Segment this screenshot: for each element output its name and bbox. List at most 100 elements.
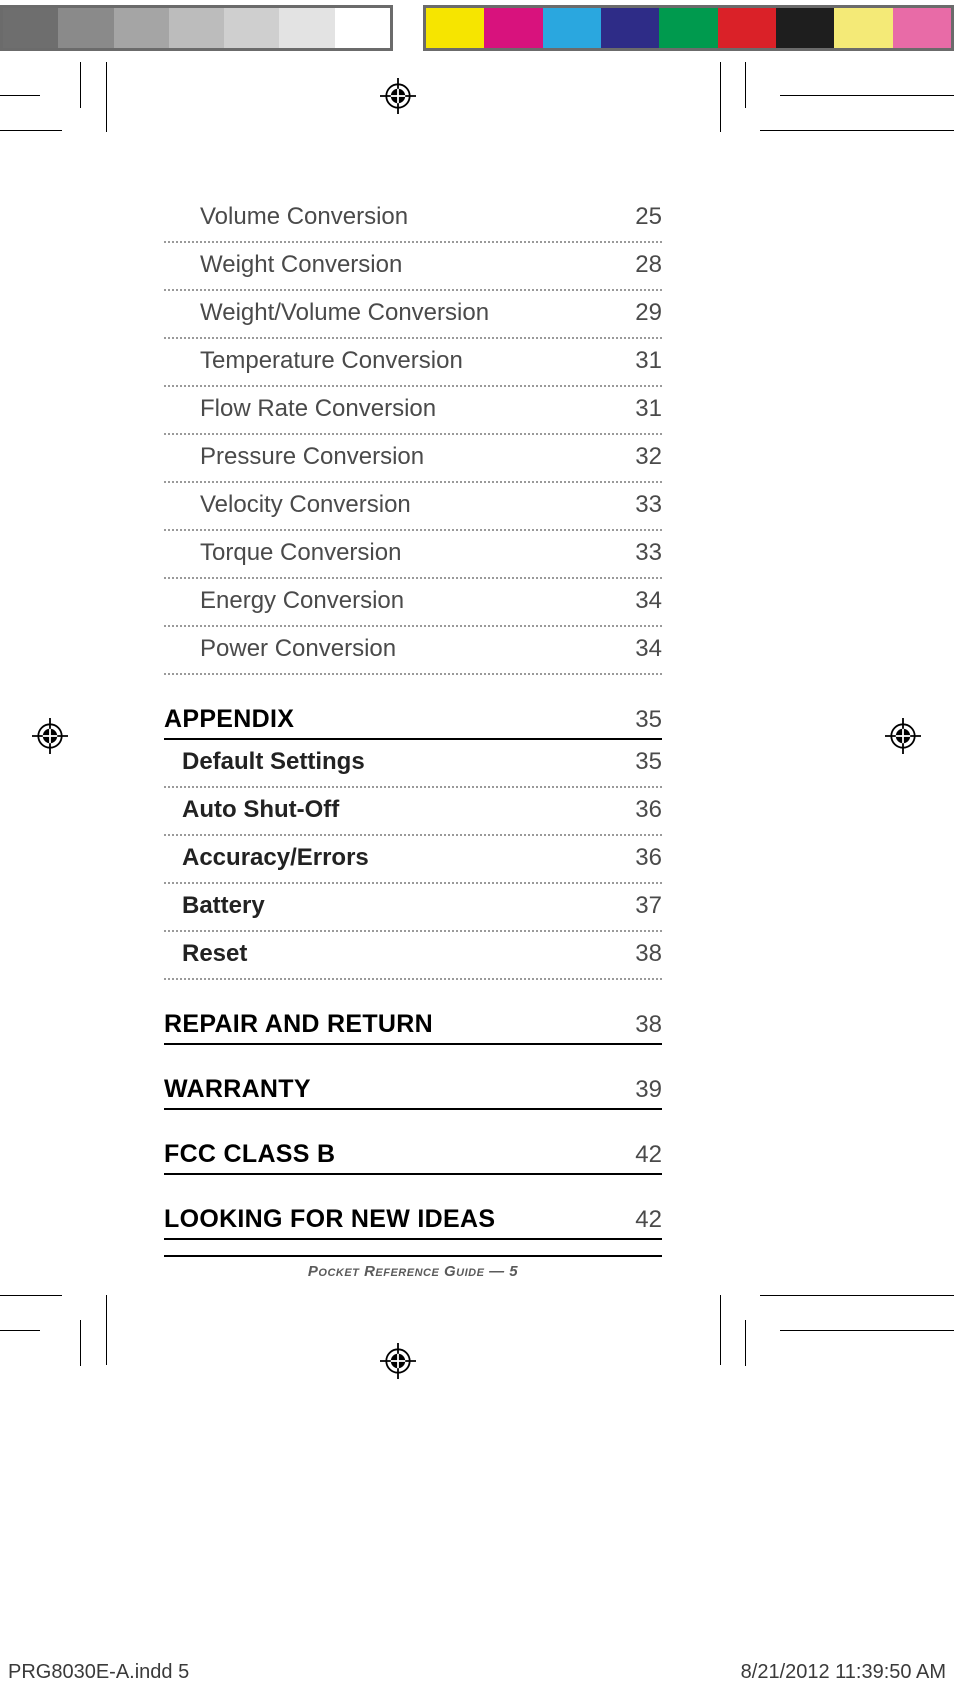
toc-sub-row: Volume Conversion 25 [164,195,662,243]
registration-mark-icon [380,1343,416,1379]
toc-sub-row: Pressure Conversion 32 [164,435,662,483]
swatch [335,8,390,48]
toc-page-num: 34 [635,635,662,663]
toc-label: Power Conversion [164,635,396,663]
toc-section-label: FCC CLASS B [164,1140,335,1169]
toc-sub-row: Weight/Volume Conversion 29 [164,291,662,339]
swatch [279,8,334,48]
slug-file: PRG8030E-A.indd 5 [8,1661,189,1684]
swatch [659,8,717,48]
swatch [834,8,892,48]
crop-mark [720,62,721,132]
crop-mark [745,1320,746,1366]
footer-text: Pocket Reference Guide — 5 [308,1263,518,1280]
toc-sub-row: Power Conversion 34 [164,627,662,675]
swatch [3,8,58,48]
crop-mark [80,1320,81,1366]
toc-label: Default Settings [164,748,365,776]
registration-mark-icon [32,718,68,754]
grayscale-bar [0,5,393,51]
toc-page-num: 32 [635,443,662,471]
toc-page-num: 36 [635,844,662,872]
crop-mark [760,130,954,131]
toc-page-num: 25 [635,203,662,231]
toc-subsection-row: Reset 38 [164,932,662,980]
crop-mark [760,1295,954,1296]
toc-section-row: WARRANTY 39 [164,1067,662,1110]
crop-mark [80,62,81,108]
toc-label: Velocity Conversion [164,491,411,519]
toc-page-num: 29 [635,299,662,327]
swatch [718,8,776,48]
toc-label: Accuracy/Errors [164,844,369,872]
toc-page-num: 33 [635,539,662,567]
toc-sub-row: Flow Rate Conversion 31 [164,387,662,435]
crop-mark [0,1295,62,1296]
page-footer: Pocket Reference Guide — 5 [164,1255,662,1281]
crop-mark [0,130,62,131]
swatch [543,8,601,48]
crop-mark [0,1330,40,1331]
toc-page-num: 31 [635,347,662,375]
toc-label: Energy Conversion [164,587,404,615]
color-bar [423,5,954,51]
toc-page: Volume Conversion25 Weight Conversion28 … [164,195,662,1240]
toc-subsection-row: Auto Shut-Off 36 [164,788,662,836]
toc-label: Battery [164,892,265,920]
toc-section-label: APPENDIX [164,705,294,734]
toc-label: Pressure Conversion [164,443,424,471]
toc-label: Reset [164,940,247,968]
registration-mark-icon [380,78,416,114]
swatch [484,8,542,48]
toc-page-num: 35 [635,748,662,776]
toc-page-num: 38 [635,940,662,968]
toc-label: Torque Conversion [164,539,401,567]
toc-section-label: WARRANTY [164,1075,311,1104]
swatch [893,8,951,48]
toc-page-num: 31 [635,395,662,423]
swatch [776,8,834,48]
toc-section-label: REPAIR AND RETURN [164,1010,433,1039]
swatch [169,8,224,48]
registration-mark-icon [885,718,921,754]
toc-label: Weight Conversion [164,251,402,279]
toc-sub-row: Energy Conversion34 [164,579,662,627]
slug-line: PRG8030E-A.indd 5 8/21/2012 11:39:50 AM [0,1661,954,1684]
crop-mark [720,1295,721,1365]
crop-mark [106,1295,107,1365]
toc-label: Flow Rate Conversion [164,395,436,423]
toc-label: Temperature Conversion [164,347,463,375]
swatch [224,8,279,48]
swatch [114,8,169,48]
swatch [426,8,484,48]
toc-label: Weight/Volume Conversion [164,299,489,327]
toc-page-num: 42 [635,1141,662,1169]
toc-page-num: 38 [635,1011,662,1039]
crop-mark [780,95,954,96]
toc-sub-row: Weight Conversion28 [164,243,662,291]
swatch [601,8,659,48]
toc-page-num: 35 [635,706,662,734]
toc-subsection-row: Default Settings 35 [164,740,662,788]
swatch [58,8,113,48]
toc-sub-row: Temperature Conversion 31 [164,339,662,387]
crop-mark [780,1330,954,1331]
crop-mark [0,95,40,96]
toc-label: Volume Conversion [164,203,408,231]
toc-section-row: APPENDIX 35 [164,697,662,740]
toc-sub-row: Velocity Conversion33 [164,483,662,531]
crop-mark [106,62,107,132]
toc-sub-row: Torque Conversion 33 [164,531,662,579]
toc-section-label: LOOKING FOR NEW IDEAS [164,1205,495,1234]
slug-datetime: 8/21/2012 11:39:50 AM [741,1661,946,1684]
toc-page-num: 37 [635,892,662,920]
crop-mark [745,62,746,108]
toc-section-row: REPAIR AND RETURN 38 [164,1002,662,1045]
toc-page-num: 39 [635,1076,662,1104]
toc-section-row: FCC CLASS B 42 [164,1132,662,1175]
toc-section-row: LOOKING FOR NEW IDEAS 42 [164,1197,662,1240]
toc-page-num: 42 [635,1206,662,1234]
toc-subsection-row: Battery 37 [164,884,662,932]
toc-label: Auto Shut-Off [164,796,339,824]
toc-page-num: 36 [635,796,662,824]
